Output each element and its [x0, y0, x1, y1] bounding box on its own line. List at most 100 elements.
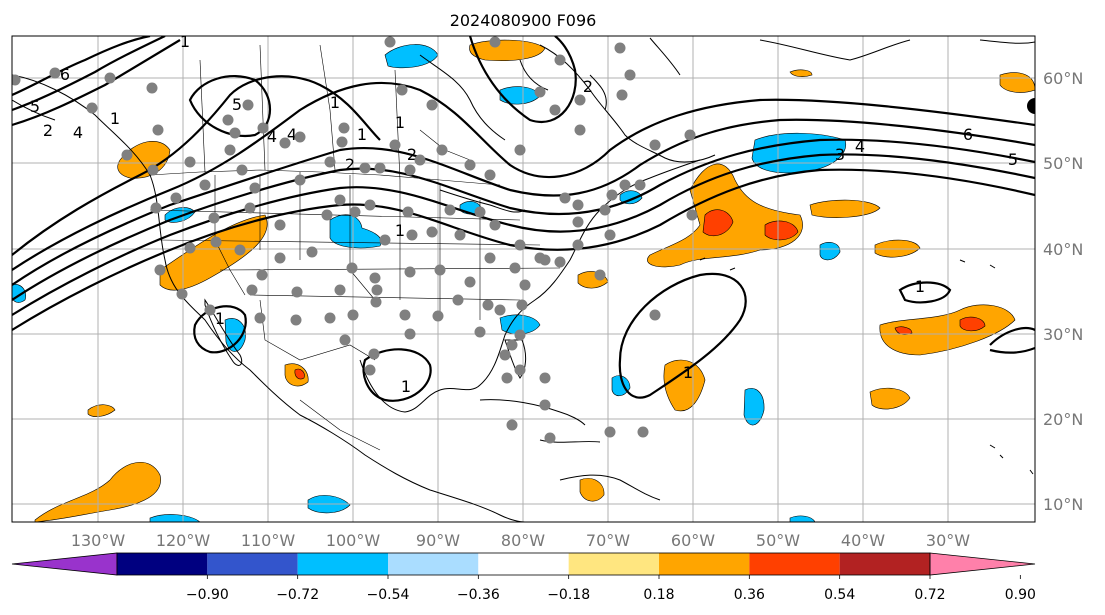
station-dot: [514, 329, 526, 341]
station-dot: [364, 199, 376, 211]
station-dot: [534, 86, 546, 98]
station-dot: [146, 82, 158, 94]
station-dot: [12, 74, 21, 86]
station-dot: [494, 304, 506, 316]
station-dot: [359, 162, 371, 174]
station-dot: [482, 299, 494, 311]
lon-label: 90°W: [416, 531, 460, 550]
station-dot: [444, 204, 456, 216]
red-area: [294, 368, 305, 380]
station-dot: [279, 137, 291, 149]
colorbar-tick-label: 0.36: [734, 587, 765, 603]
station-dot: [371, 284, 383, 296]
station-dot: [349, 206, 361, 218]
station-dot: [184, 242, 196, 254]
lon-label: 30°W: [926, 531, 970, 550]
contour-label: 6: [60, 65, 70, 84]
map-frame: [11, 35, 1036, 523]
station-dot: [306, 246, 318, 258]
station-dot: [489, 219, 501, 231]
contour-label: 2: [43, 121, 53, 140]
station-dot: [572, 216, 584, 228]
contour-label: 2: [407, 145, 417, 164]
station-dot: [616, 89, 628, 101]
colorbar-segment: [659, 553, 750, 575]
orange-area: [663, 359, 706, 412]
political-borders: [149, 44, 561, 451]
station-dot: [637, 426, 649, 438]
station-dot: [464, 276, 476, 288]
blue-area: [499, 314, 541, 335]
station-dot: [452, 294, 464, 306]
contour-label: 1: [180, 32, 190, 51]
edge-marker: [1027, 98, 1035, 114]
lat-label: 40°N: [1043, 240, 1083, 259]
contour-label: 3: [835, 145, 845, 164]
figure-title: 2024080900 F096: [450, 11, 597, 30]
station-dot: [539, 372, 551, 384]
station-dot: [334, 284, 346, 296]
station-dot: [549, 104, 561, 116]
station-dot: [257, 122, 269, 134]
colorbar-tick-label: −0.36: [457, 587, 500, 603]
colorbar-tick-label: −0.54: [367, 587, 410, 603]
station-dot: [152, 124, 164, 136]
colorbar-segment: [117, 553, 208, 575]
station-dot: [414, 154, 426, 166]
station-dot: [614, 42, 626, 54]
station-dot: [176, 288, 188, 300]
station-dot: [244, 202, 256, 214]
latitude-labels: 60°N 50°N 40°N 30°N 20°N 10°N: [1043, 69, 1083, 514]
station-dot: [516, 299, 528, 311]
red-area: [894, 326, 913, 335]
station-dot: [336, 136, 348, 148]
station-dot: [539, 399, 551, 411]
colorbar-tick-label: 0.90: [1005, 587, 1036, 603]
station-dot: [514, 364, 526, 376]
lon-label: 40°W: [841, 531, 885, 550]
lat-label: 30°N: [1043, 325, 1083, 344]
station-dot: [624, 69, 636, 81]
station-dot: [509, 262, 521, 274]
red-area: [702, 209, 734, 237]
station-dot: [324, 156, 336, 168]
orange-area: [869, 387, 911, 410]
contour-label: 4: [73, 123, 83, 142]
contour-label: 2: [345, 155, 355, 174]
coastlines: [12, 37, 1035, 522]
red-area: [959, 316, 986, 332]
station-dot: [150, 202, 162, 214]
colorbar-tick-label: 0.18: [643, 587, 674, 603]
station-dot: [294, 131, 306, 143]
red-area: [764, 220, 799, 241]
station-dot: [234, 244, 246, 256]
colorbar-segment: [478, 553, 569, 575]
station-dot: [402, 206, 414, 218]
station-dot: [249, 182, 261, 194]
station-dot: [346, 262, 358, 274]
contour-label: 5: [232, 95, 242, 114]
colorbar-segment: [839, 553, 930, 575]
station-dot: [426, 226, 438, 238]
station-dot: [204, 304, 216, 316]
station-dot: [484, 252, 496, 264]
colorbar-extend-high: [929, 552, 1036, 576]
station-dot: [224, 144, 236, 156]
colorbar-segment: [207, 553, 298, 575]
station-dot: [364, 364, 376, 376]
lat-label: 60°N: [1043, 69, 1083, 88]
station-dot: [604, 426, 616, 438]
station-dot: [256, 269, 268, 281]
station-dot: [324, 312, 336, 324]
station-dot: [396, 84, 408, 96]
station-dot: [274, 219, 286, 231]
contour-label: 1: [915, 277, 925, 296]
station-dot: [334, 194, 346, 206]
colorbar-tick-label: −0.90: [186, 587, 229, 603]
colorbar-extend-low: [11, 552, 118, 576]
station-dot: [184, 156, 196, 168]
station-dot: [170, 192, 182, 204]
station-dot: [404, 164, 416, 176]
longitude-labels: 130°W 120°W 110°W 100°W 90°W 80°W 70°W 6…: [71, 531, 970, 550]
station-dot: [506, 419, 518, 431]
